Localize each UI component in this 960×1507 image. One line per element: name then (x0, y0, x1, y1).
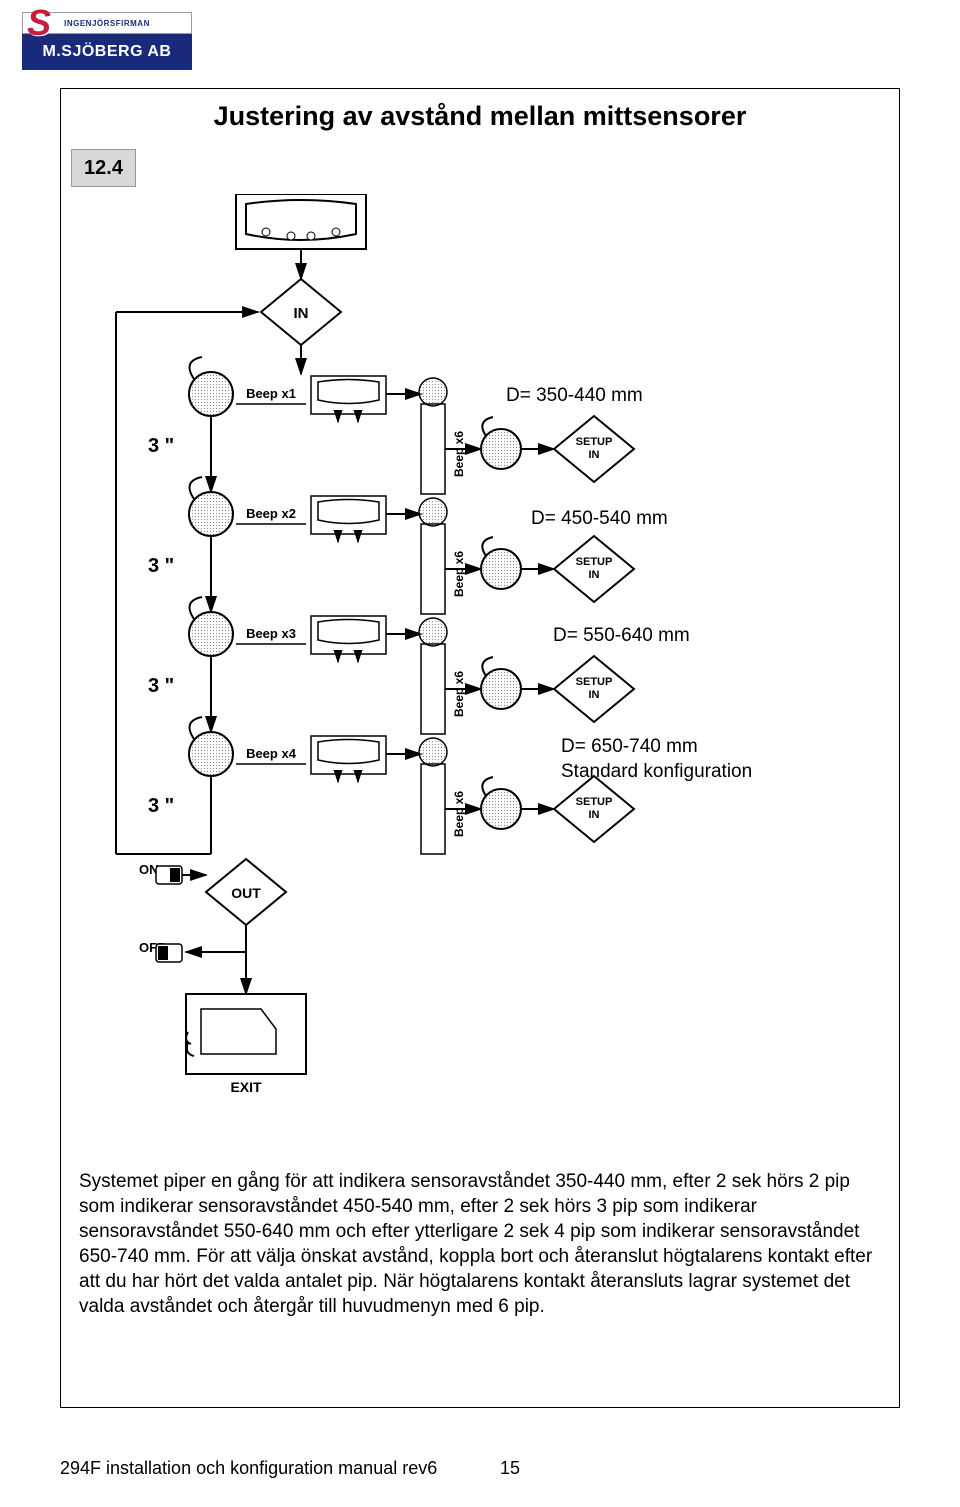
footer-page-number: 15 (500, 1458, 520, 1479)
setup-in-diamond-3: SETUP IN (554, 656, 634, 722)
beep-x6-block-1: Beep x6 (419, 378, 466, 494)
three-sec-1: 3 " (148, 435, 174, 457)
page-title: Justering av avstånd mellan mittsensorer (61, 101, 899, 132)
svg-text:Beep x6: Beep x6 (452, 671, 466, 717)
svg-text:Beep x6: Beep x6 (452, 791, 466, 837)
switch-off-icon (156, 944, 182, 962)
svg-text:IN: IN (589, 809, 600, 821)
page-frame: Justering av avstånd mellan mittsensorer… (60, 88, 900, 1408)
svg-text:SETUP: SETUP (576, 796, 613, 808)
section-number-box: 12.4 (71, 149, 136, 187)
svg-text:3 ": 3 " (148, 555, 174, 577)
beep-x6-block-4: Beep x6 (419, 738, 466, 854)
svg-text:Beep x4: Beep x4 (246, 746, 297, 761)
beep-x6-block-2: Beep x6 (419, 498, 466, 614)
row-1: Beep x1 (189, 357, 386, 422)
svg-text:3 ": 3 " (148, 795, 174, 817)
svg-text:3 ": 3 " (148, 675, 174, 697)
sensor-icon (481, 669, 521, 709)
in-label: IN (294, 305, 309, 322)
logo-s-icon: S (22, 6, 56, 40)
setup-in-diamond-2: SETUP IN (554, 536, 634, 602)
beep-x1-label: Beep x1 (246, 386, 296, 401)
sensor-icon (481, 789, 521, 829)
setup-in-diamond-1: SETUP IN (554, 416, 634, 482)
footer-doc-name: 294F installation och konfiguration manu… (60, 1458, 437, 1479)
out-diamond: OUT (206, 859, 286, 925)
svg-text:Beep x2: Beep x2 (246, 506, 296, 521)
svg-text:SETUP: SETUP (576, 676, 613, 688)
sensor-icon (189, 492, 233, 536)
svg-text:IN: IN (589, 689, 600, 701)
annotation-d2: D= 450-540 mm (531, 507, 668, 532)
svg-text:IN: IN (589, 449, 600, 461)
logo-top-text: INGENJÖRSFIRMAN (64, 19, 150, 28)
flowchart-diagram: IN Beep x1 3 " Beep x6 (86, 194, 646, 1114)
logo-bottom-text: M.SJÖBERG AB (43, 43, 172, 61)
bumper-top-icon (236, 194, 366, 249)
svg-text:EXIT: EXIT (230, 1079, 262, 1095)
svg-text:SETUP: SETUP (576, 436, 613, 448)
sensor-icon (189, 612, 233, 656)
row-4: Beep x4 (189, 717, 386, 782)
sensor-icon (189, 732, 233, 776)
body-paragraph: Systemet piper en gång för att indikera … (79, 1169, 883, 1319)
exit-box: EXIT (186, 994, 306, 1095)
annotation-d4: D= 650-740 mm Standard konfiguration (561, 735, 752, 784)
company-logo: S INGENJÖRSFIRMAN M.SJÖBERG AB (22, 12, 192, 72)
svg-text:OUT: OUT (231, 885, 261, 901)
in-diamond: IN (261, 279, 341, 345)
svg-text:Beep x6: Beep x6 (452, 431, 466, 477)
row-3: Beep x3 (189, 597, 386, 662)
switch-icon (156, 866, 182, 884)
svg-text:Beep x3: Beep x3 (246, 626, 296, 641)
beep-x6-block-3: Beep x6 (419, 618, 466, 734)
svg-text:Beep x6: Beep x6 (452, 551, 466, 597)
sensor-icon (481, 429, 521, 469)
setup-in-diamond-4: SETUP IN (554, 776, 634, 842)
annotation-d3: D= 550-640 mm (553, 624, 690, 649)
annotation-d1: D= 350-440 mm (506, 384, 643, 409)
sensor-icon (481, 549, 521, 589)
svg-text:IN: IN (589, 569, 600, 581)
svg-text:SETUP: SETUP (576, 556, 613, 568)
row-2: Beep x2 (189, 477, 386, 542)
sensor-icon (189, 372, 233, 416)
